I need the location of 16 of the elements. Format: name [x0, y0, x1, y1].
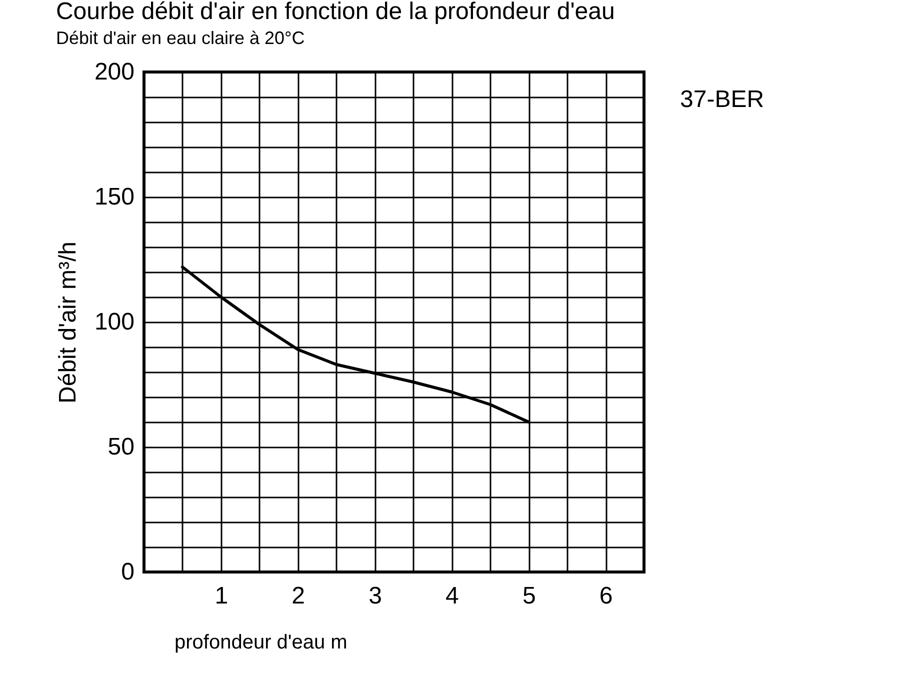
- x-tick-label: 5: [522, 582, 536, 610]
- x-tick-label: 2: [292, 582, 306, 610]
- y-tick-label: 100: [94, 308, 134, 336]
- x-tick-label: 4: [446, 582, 459, 610]
- text: 37-BER: [680, 86, 764, 114]
- y-axis-title: Débit d'air m³/h: [54, 242, 82, 404]
- y-tick-label: 200: [94, 58, 134, 86]
- chart-subtitle: Débit d'air en eau claire à 20°C: [56, 28, 305, 48]
- x-tick-label: 1: [214, 582, 228, 610]
- y-tick-label: 0: [121, 558, 134, 586]
- chart-title: Courbe débit d'air en fonction de la profondeur d'eau: [56, 0, 615, 25]
- y-tick-label: 50: [108, 434, 134, 460]
- y-tick-label: 150: [94, 184, 134, 210]
- x-tick-label: 6: [599, 582, 613, 610]
- x-tick-label: 3: [368, 582, 382, 610]
- x-axis-title: profondeur d'eau m: [174, 632, 348, 654]
